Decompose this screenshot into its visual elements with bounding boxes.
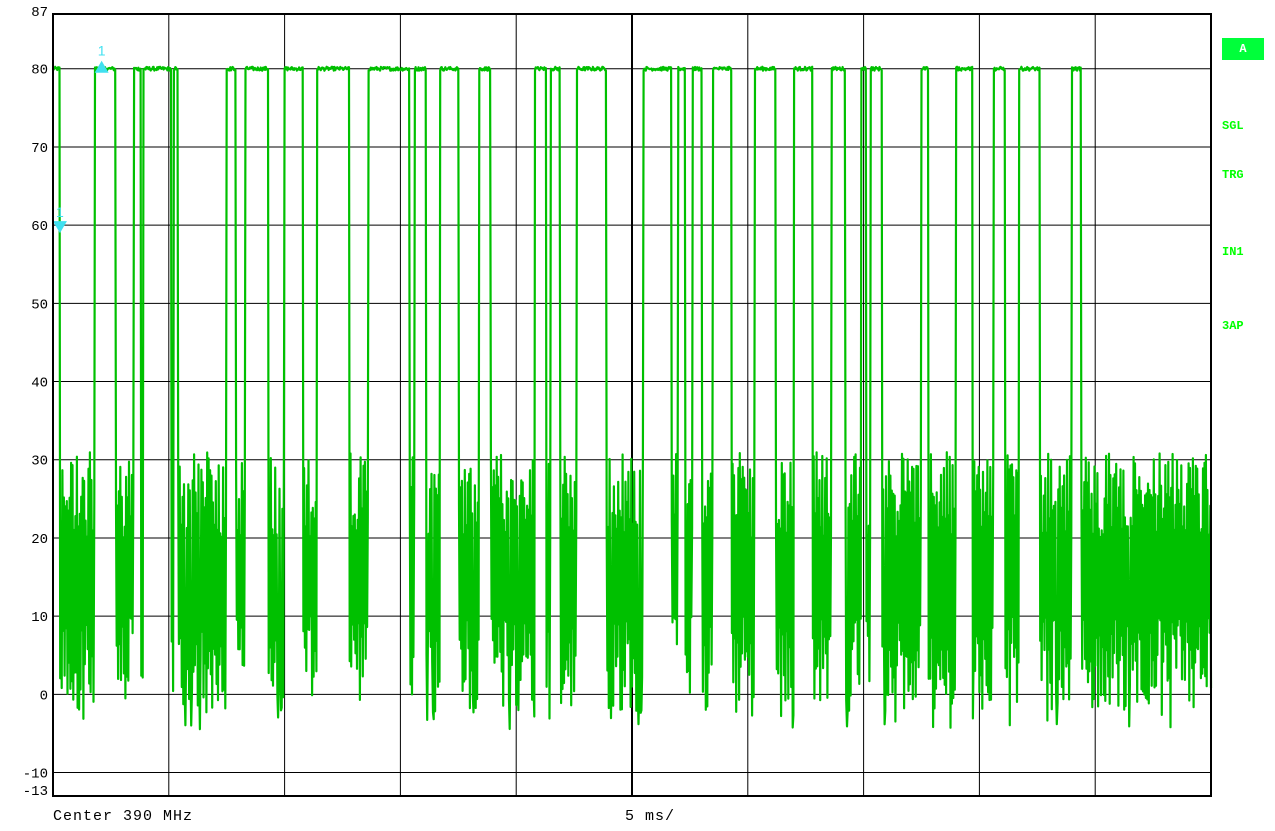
single-sweep-label: SGL [1222,119,1244,133]
y-tick-label: 20 [31,532,48,548]
y-tick-label: -13 [23,784,48,800]
sweep-time-per-division: 5 ms/ [625,808,676,825]
marker-triangle [52,221,67,234]
y-tick-label: 30 [31,454,48,470]
input-label: IN1 [1222,245,1244,259]
y-tick-label: 70 [31,141,48,157]
marker-label: 1 [56,204,64,220]
marker-triangle [94,60,109,73]
center-frequency: Center 390 MHz [53,808,194,825]
plot-frame [52,13,1212,797]
y-tick-label: 50 [31,297,48,313]
trace-line [52,65,1213,731]
y-tick-label: 40 [31,376,48,392]
averaging-label: 3AP [1222,319,1244,333]
y-tick-label: -10 [23,767,48,783]
y-tick-label: 87 [31,5,48,21]
y-tick-label: 80 [31,63,48,79]
trigger-label: TRG [1222,168,1244,182]
y-tick-labels: 87 80 70 60 50 40 30 20 10 0 -10-13 [23,5,48,800]
markers: 11 [52,43,109,234]
y-tick-label: 10 [31,610,48,626]
y-tick-label: 0 [40,688,48,704]
marker-label: 1 [98,43,106,59]
trace-a-badge: A [1222,38,1264,60]
y-tick-label: 60 [31,219,48,235]
